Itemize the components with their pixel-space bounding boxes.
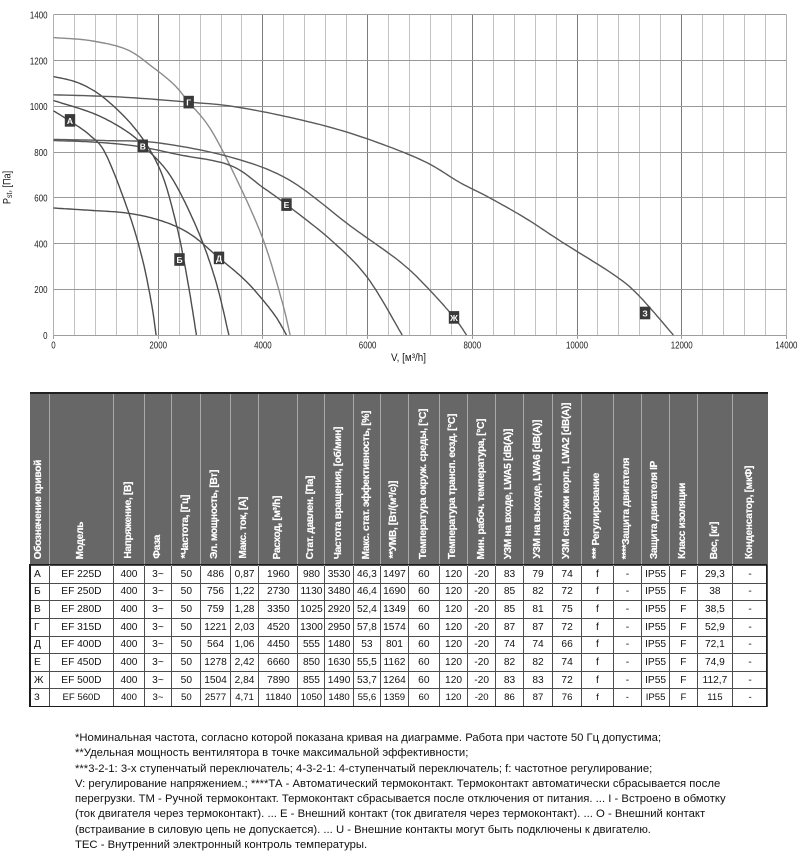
- svg-text:Г: Г: [186, 98, 191, 108]
- svg-text:8000: 8000: [464, 340, 482, 352]
- svg-text:Б: Б: [176, 255, 182, 265]
- svg-text:V, [м³/h]: V, [м³/h]: [391, 352, 426, 364]
- svg-text:800: 800: [34, 147, 47, 159]
- svg-text:4000: 4000: [254, 340, 272, 352]
- svg-text:6000: 6000: [359, 340, 377, 352]
- svg-text:З: З: [642, 309, 647, 319]
- svg-text:В: В: [140, 141, 146, 151]
- svg-text:Е: Е: [284, 200, 290, 210]
- svg-text:10000: 10000: [566, 340, 588, 352]
- svg-text:А: А: [67, 116, 73, 126]
- svg-text:0: 0: [51, 340, 56, 352]
- svg-text:2000: 2000: [149, 340, 167, 352]
- svg-text:0: 0: [43, 330, 48, 342]
- svg-text:1200: 1200: [30, 55, 48, 67]
- svg-text:Д: Д: [216, 254, 222, 264]
- svg-text:14000: 14000: [775, 340, 797, 352]
- svg-text:Ж: Ж: [449, 313, 458, 323]
- svg-text:1400: 1400: [30, 10, 48, 22]
- svg-text:200: 200: [34, 284, 47, 296]
- svg-text:Pst, [Па]: Pst, [Па]: [2, 171, 15, 204]
- svg-text:400: 400: [34, 238, 47, 250]
- svg-text:12000: 12000: [671, 340, 693, 352]
- svg-text:1000: 1000: [30, 101, 48, 113]
- svg-text:600: 600: [34, 193, 47, 205]
